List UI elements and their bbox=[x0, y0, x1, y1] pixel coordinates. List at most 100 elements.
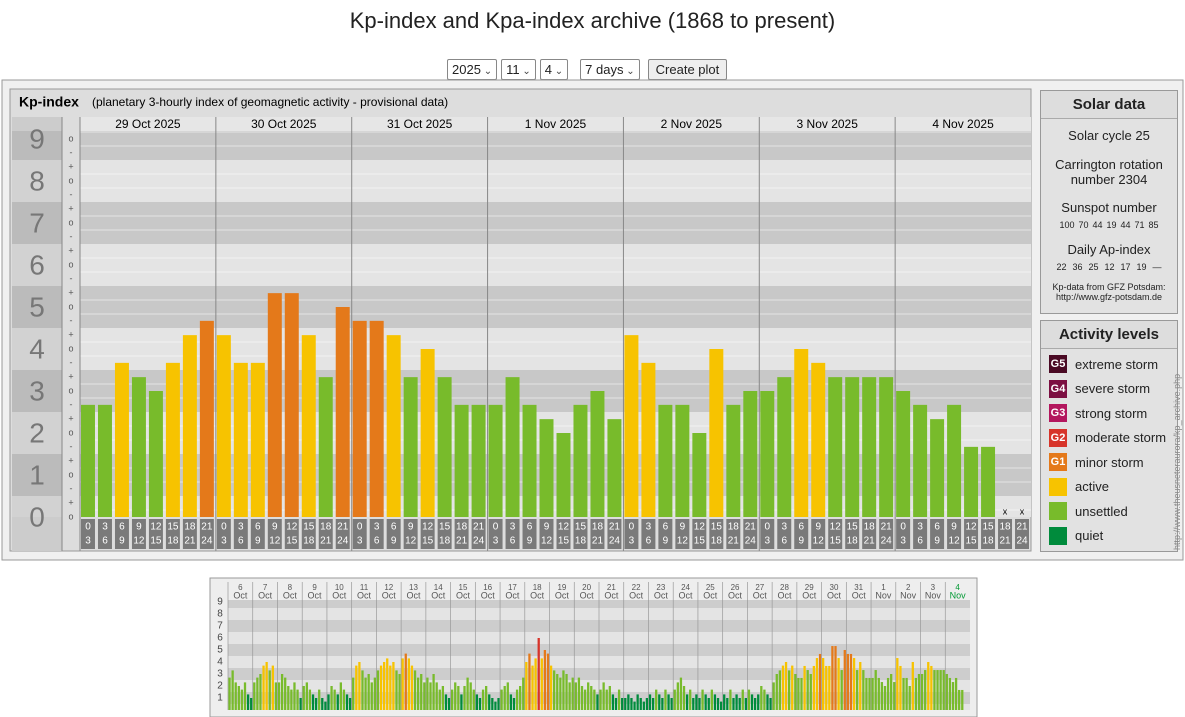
hour-label: 12 bbox=[405, 536, 417, 547]
sunspot-value: 44 bbox=[1092, 220, 1103, 230]
thumb-bar bbox=[716, 698, 720, 710]
thumb-bar bbox=[355, 665, 358, 710]
thumb-bar bbox=[361, 670, 364, 710]
bar bbox=[437, 377, 452, 517]
grid-band bbox=[80, 244, 1031, 286]
thumb-day: 30 bbox=[830, 583, 839, 592]
hour-label: 12 bbox=[830, 522, 842, 533]
thumb-bar bbox=[639, 698, 642, 710]
hour-label: 15 bbox=[694, 536, 706, 547]
legend-swatch bbox=[1049, 502, 1067, 521]
thumb-bar bbox=[763, 689, 766, 710]
thumb-bar bbox=[914, 677, 918, 710]
thumb-bar bbox=[534, 658, 537, 710]
hour-label: 0 bbox=[85, 522, 91, 533]
thumb-bar bbox=[469, 682, 472, 710]
bar bbox=[131, 377, 146, 517]
thumb-bar bbox=[630, 698, 633, 710]
thumb-day: 3 bbox=[931, 583, 936, 592]
sunspot-values: 100 70 44 19 44 71 85 bbox=[1041, 220, 1177, 230]
thumb-day: 21 bbox=[607, 583, 616, 592]
hour-label: 18 bbox=[999, 522, 1011, 533]
thumb-month: Oct bbox=[654, 590, 669, 600]
hour-label: 3 bbox=[764, 536, 770, 547]
bar bbox=[386, 335, 401, 517]
thumb-bar bbox=[831, 646, 834, 710]
hour-box bbox=[148, 519, 163, 549]
level-band bbox=[12, 160, 62, 202]
thumb-bar bbox=[506, 682, 509, 710]
thumb-month: Nov bbox=[925, 590, 942, 600]
thumb-bar bbox=[250, 698, 253, 710]
thumb-bar bbox=[280, 674, 284, 710]
thumb-bar bbox=[701, 689, 704, 710]
bar bbox=[556, 433, 571, 517]
thumb-bar bbox=[766, 694, 769, 710]
bar bbox=[488, 404, 503, 517]
thumb-y-label: 6 bbox=[217, 633, 223, 644]
thumb-bar bbox=[571, 677, 574, 710]
sub-label: + bbox=[68, 329, 73, 339]
hour-label: 24 bbox=[473, 536, 485, 547]
thumb-bar bbox=[410, 665, 414, 710]
hour-label: 15 bbox=[167, 522, 179, 533]
date-label: 2 Nov 2025 bbox=[661, 117, 723, 131]
thumb-bar bbox=[308, 689, 312, 710]
thumb-month: Oct bbox=[679, 590, 694, 600]
thumb-day: 1 bbox=[881, 583, 886, 592]
sub-label: o bbox=[68, 511, 73, 521]
thumb-bar bbox=[583, 689, 587, 710]
thumb-month: Oct bbox=[332, 590, 347, 600]
sub-label: - bbox=[70, 189, 73, 199]
thumb-bar bbox=[512, 698, 516, 710]
hour-box bbox=[573, 519, 588, 549]
grid-band bbox=[80, 160, 1031, 202]
thumb-bar bbox=[305, 682, 308, 710]
hour-label: 12 bbox=[286, 522, 298, 533]
hour-label: 18 bbox=[575, 536, 587, 547]
thumb-bar bbox=[927, 662, 930, 710]
thumb-bar bbox=[435, 682, 438, 710]
thumb-bar bbox=[936, 670, 939, 710]
thumb-bar bbox=[580, 686, 584, 710]
thumb-bar bbox=[924, 670, 927, 710]
thumb-bar bbox=[933, 670, 936, 710]
thumb-month: Oct bbox=[728, 590, 743, 600]
level-band bbox=[12, 286, 62, 328]
thumb-bar bbox=[447, 698, 451, 710]
thumb-bar bbox=[920, 674, 924, 710]
bar bbox=[692, 433, 707, 517]
y-tick-label: 7 bbox=[29, 207, 45, 238]
thumb-bar bbox=[488, 694, 491, 710]
thumb-bar bbox=[432, 674, 435, 710]
hour-label: 21 bbox=[864, 536, 876, 547]
hour-box bbox=[81, 519, 95, 549]
thumb-bar bbox=[395, 670, 398, 710]
thumb-bar bbox=[797, 677, 800, 710]
thumb-bar bbox=[655, 689, 658, 710]
sub-label: o bbox=[68, 385, 73, 395]
hour-label: 18 bbox=[592, 522, 604, 533]
thumb-bar bbox=[735, 694, 738, 710]
hour-label: 18 bbox=[320, 522, 332, 533]
hour-label: 9 bbox=[663, 536, 669, 547]
grid-band bbox=[80, 286, 1031, 328]
hour-label: 12 bbox=[269, 536, 281, 547]
hour-box bbox=[369, 519, 384, 549]
hour-label: 9 bbox=[391, 536, 397, 547]
hour-label: 24 bbox=[745, 536, 757, 547]
ap-value: 22 bbox=[1056, 262, 1067, 272]
bar bbox=[658, 404, 673, 517]
thumb-bar bbox=[475, 694, 479, 710]
hour-label: 15 bbox=[966, 536, 978, 547]
hour-label: 21 bbox=[1016, 522, 1028, 533]
hour-box bbox=[97, 519, 112, 549]
hour-label: 24 bbox=[337, 536, 349, 547]
bar bbox=[216, 335, 231, 517]
hour-box bbox=[182, 519, 197, 549]
hour-box bbox=[454, 519, 469, 549]
sub-label: + bbox=[68, 497, 73, 507]
thumb-bar bbox=[460, 694, 463, 710]
